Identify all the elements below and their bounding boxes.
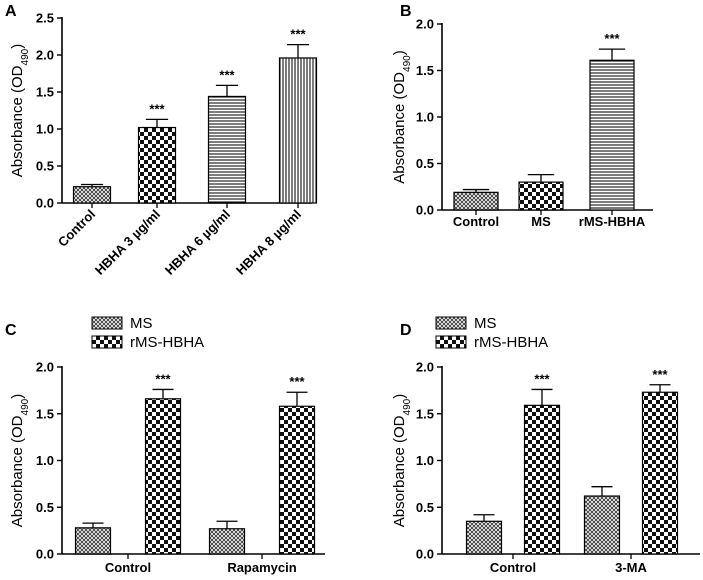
y-axis-label: Absorbance (OD490) bbox=[9, 44, 31, 177]
x-tick-label: HBHA 8 µg/ml bbox=[233, 207, 304, 278]
legend-swatch bbox=[435, 316, 467, 330]
bar bbox=[72, 186, 112, 204]
y-tick-label: 1.5 bbox=[416, 406, 434, 421]
panel-a: A 0.0 0.5 1.0 1.5 2.0 2.5 Absorbance (OD490) Con… bbox=[5, 3, 318, 278]
panel-letter: D bbox=[400, 322, 412, 339]
significance-label: *** bbox=[652, 367, 668, 382]
y-tick-label: 1.0 bbox=[36, 453, 54, 468]
legend-label: rMS-HBHA bbox=[130, 334, 204, 351]
legend-label: MS bbox=[474, 315, 497, 332]
panel-d: D 0.0 0.5 1.0 1.5 2.0 Absorbance (OD490) *** Con… bbox=[391, 315, 700, 575]
bar-ms bbox=[208, 528, 246, 555]
bar bbox=[207, 95, 247, 204]
significance-label: *** bbox=[604, 31, 620, 46]
significance-label: *** bbox=[290, 27, 306, 42]
x-tick-label: HBHA 3 µg/ml bbox=[92, 207, 163, 278]
x-tick-label: Rapamycin bbox=[227, 560, 296, 575]
significance-label: *** bbox=[155, 371, 171, 386]
significance-label: *** bbox=[219, 67, 235, 82]
x-tick-label: MS bbox=[531, 214, 551, 229]
legend-label: MS bbox=[130, 315, 153, 332]
x-tick-label: HBHA 6 µg/ml bbox=[162, 207, 233, 278]
x-tick-label: rMS-HBHA bbox=[579, 214, 646, 229]
significance-label: *** bbox=[149, 101, 165, 116]
bar-rms-hbha bbox=[144, 398, 182, 555]
y-tick-label: 2.0 bbox=[416, 360, 434, 375]
significance-label: *** bbox=[534, 371, 550, 386]
bar-rms-hbha bbox=[523, 404, 561, 555]
y-tick-label: 2.5 bbox=[36, 11, 54, 26]
bar-ms bbox=[583, 495, 621, 555]
legend: MS rMS-HBHA bbox=[435, 315, 548, 351]
legend-swatch bbox=[435, 335, 467, 349]
bar bbox=[518, 181, 564, 211]
bar-ms bbox=[465, 520, 503, 555]
y-tick-label: 1.5 bbox=[36, 85, 54, 100]
bar-ms bbox=[74, 527, 112, 555]
bar-rms-hbha bbox=[641, 391, 679, 555]
y-tick-label: 2.0 bbox=[36, 48, 54, 63]
y-axis-label: Absorbance (OD490) bbox=[391, 394, 413, 527]
x-tick-label: Control bbox=[453, 214, 499, 229]
y-tick-label: 1.0 bbox=[36, 122, 54, 137]
y-tick-label: 0.5 bbox=[36, 159, 54, 174]
y-tick-label: 2.0 bbox=[416, 17, 434, 32]
y-tick-label: 0.5 bbox=[416, 156, 434, 171]
panel-letter: A bbox=[5, 3, 17, 20]
bar bbox=[589, 59, 635, 211]
panel-letter: B bbox=[400, 3, 412, 20]
legend: MS rMS-HBHA bbox=[91, 315, 204, 351]
x-tick-label: Control bbox=[490, 560, 536, 575]
y-axis-label: Absorbance (OD490) bbox=[9, 394, 31, 527]
bar-rms-hbha bbox=[278, 405, 316, 555]
legend-label: rMS-HBHA bbox=[474, 334, 548, 351]
panel-b: B 0.0 0.5 1.0 1.5 2.0 Absorbance (OD490) Contro… bbox=[391, 3, 653, 229]
y-tick-label: 0.0 bbox=[36, 196, 54, 211]
y-tick-label: 1.0 bbox=[416, 110, 434, 125]
y-tick-label: 1.5 bbox=[36, 406, 54, 421]
panel-c: C 0.0 0.5 1.0 1.5 2.0 Absorbance (OD490) *** Con… bbox=[5, 315, 325, 575]
y-tick-label: 2.0 bbox=[36, 360, 54, 375]
significance-label: *** bbox=[289, 374, 305, 389]
bar bbox=[137, 126, 177, 204]
legend-swatch bbox=[91, 335, 123, 349]
y-axis-label: Absorbance (OD490) bbox=[391, 50, 413, 183]
y-tick-label: 0.0 bbox=[416, 547, 434, 562]
y-tick-label: 0.5 bbox=[416, 500, 434, 515]
legend-swatch bbox=[91, 316, 123, 330]
y-tick-label: 1.5 bbox=[416, 63, 434, 78]
x-tick-label: 3-MA bbox=[615, 560, 647, 575]
y-tick-label: 0.0 bbox=[416, 203, 434, 218]
bar bbox=[453, 191, 499, 211]
y-tick-label: 0.5 bbox=[36, 500, 54, 515]
x-tick-label: Control bbox=[55, 207, 98, 250]
bar bbox=[278, 57, 318, 204]
y-tick-label: 0.0 bbox=[36, 547, 54, 562]
x-tick-label: Control bbox=[105, 560, 151, 575]
y-tick-label: 1.0 bbox=[416, 453, 434, 468]
panel-letter: C bbox=[5, 322, 17, 339]
